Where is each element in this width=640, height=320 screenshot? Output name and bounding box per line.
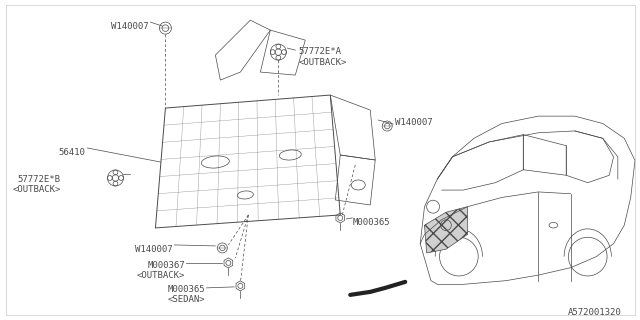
Polygon shape	[424, 207, 467, 253]
Text: A572001320: A572001320	[568, 308, 622, 317]
Text: <OUTBACK>: <OUTBACK>	[137, 271, 186, 280]
Text: M000367: M000367	[148, 261, 186, 270]
Text: <OUTBACK>: <OUTBACK>	[12, 185, 61, 194]
Text: W140007: W140007	[396, 118, 433, 127]
Text: <OUTBACK>: <OUTBACK>	[298, 58, 347, 67]
Text: W140007: W140007	[135, 245, 172, 254]
Text: <SEDAN>: <SEDAN>	[168, 295, 205, 304]
Text: M000365: M000365	[352, 218, 390, 227]
Text: M000365: M000365	[168, 285, 205, 294]
Text: 57772E*B: 57772E*B	[17, 175, 61, 184]
Text: W140007: W140007	[111, 22, 148, 31]
Text: 56410: 56410	[59, 148, 86, 157]
Text: 57772E*A: 57772E*A	[298, 47, 341, 56]
